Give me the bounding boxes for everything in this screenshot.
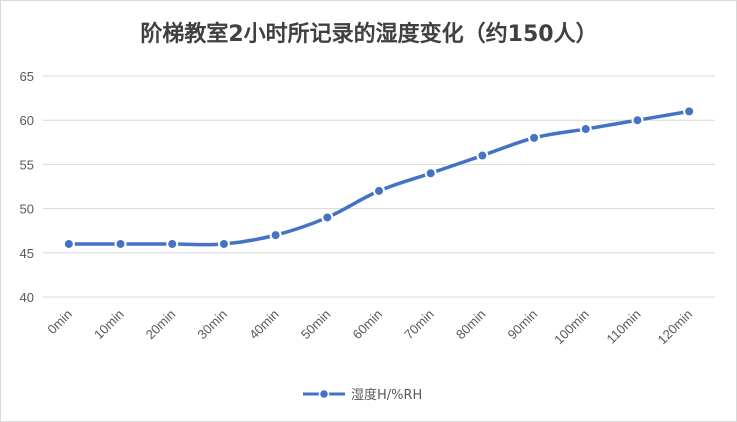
x-tick-label: 40min xyxy=(246,307,282,343)
series-line xyxy=(68,109,690,247)
y-tick-label: 50 xyxy=(20,202,34,217)
x-tick-label: 50min xyxy=(298,307,334,343)
data-point xyxy=(373,184,385,197)
x-axis-ticks: 0min 10min 20min 30min 40min 50min 60min 70min 8… xyxy=(44,307,695,348)
x-tick-label: 20min xyxy=(143,307,179,343)
data-point xyxy=(424,167,437,180)
data-point xyxy=(476,149,489,162)
data-point xyxy=(528,131,541,144)
y-tick-label: 45 xyxy=(20,246,34,261)
x-tick-label: 10min xyxy=(91,307,127,343)
y-tick-label: 55 xyxy=(20,157,34,172)
data-point xyxy=(166,237,179,250)
data-point xyxy=(683,105,696,118)
x-tick-label: 100min xyxy=(551,307,592,348)
series-layer xyxy=(62,105,696,250)
legend-label: 湿度H/%RH xyxy=(351,387,422,403)
data-point xyxy=(269,229,282,242)
data-point xyxy=(631,114,644,127)
x-tick-label: 60min xyxy=(349,307,385,343)
y-tick-label: 40 xyxy=(20,290,34,305)
legend: 湿度H/%RH xyxy=(303,387,422,403)
data-point xyxy=(217,237,230,250)
x-tick-label: 120min xyxy=(655,307,696,348)
x-tick-label: 80min xyxy=(453,307,489,343)
x-tick-label: 70min xyxy=(401,307,437,343)
data-point xyxy=(579,123,592,136)
legend-dot-marker xyxy=(318,388,330,400)
data-point xyxy=(114,237,127,250)
data-point xyxy=(321,211,334,224)
gridlines xyxy=(43,75,715,298)
chart-title: 阶梯教室2小时所记录的湿度变化（约150人） xyxy=(140,21,597,47)
x-tick-label: 110min xyxy=(603,307,643,347)
x-tick-label: 0min xyxy=(44,307,75,338)
x-tick-label: 30min xyxy=(194,307,230,343)
data-point xyxy=(62,237,75,250)
y-tick-label: 65 xyxy=(20,69,34,84)
y-axis-ticks: 40 45 50 55 60 65 xyxy=(20,69,34,305)
y-tick-label: 60 xyxy=(20,113,34,128)
x-tick-label: 90min xyxy=(505,307,541,343)
